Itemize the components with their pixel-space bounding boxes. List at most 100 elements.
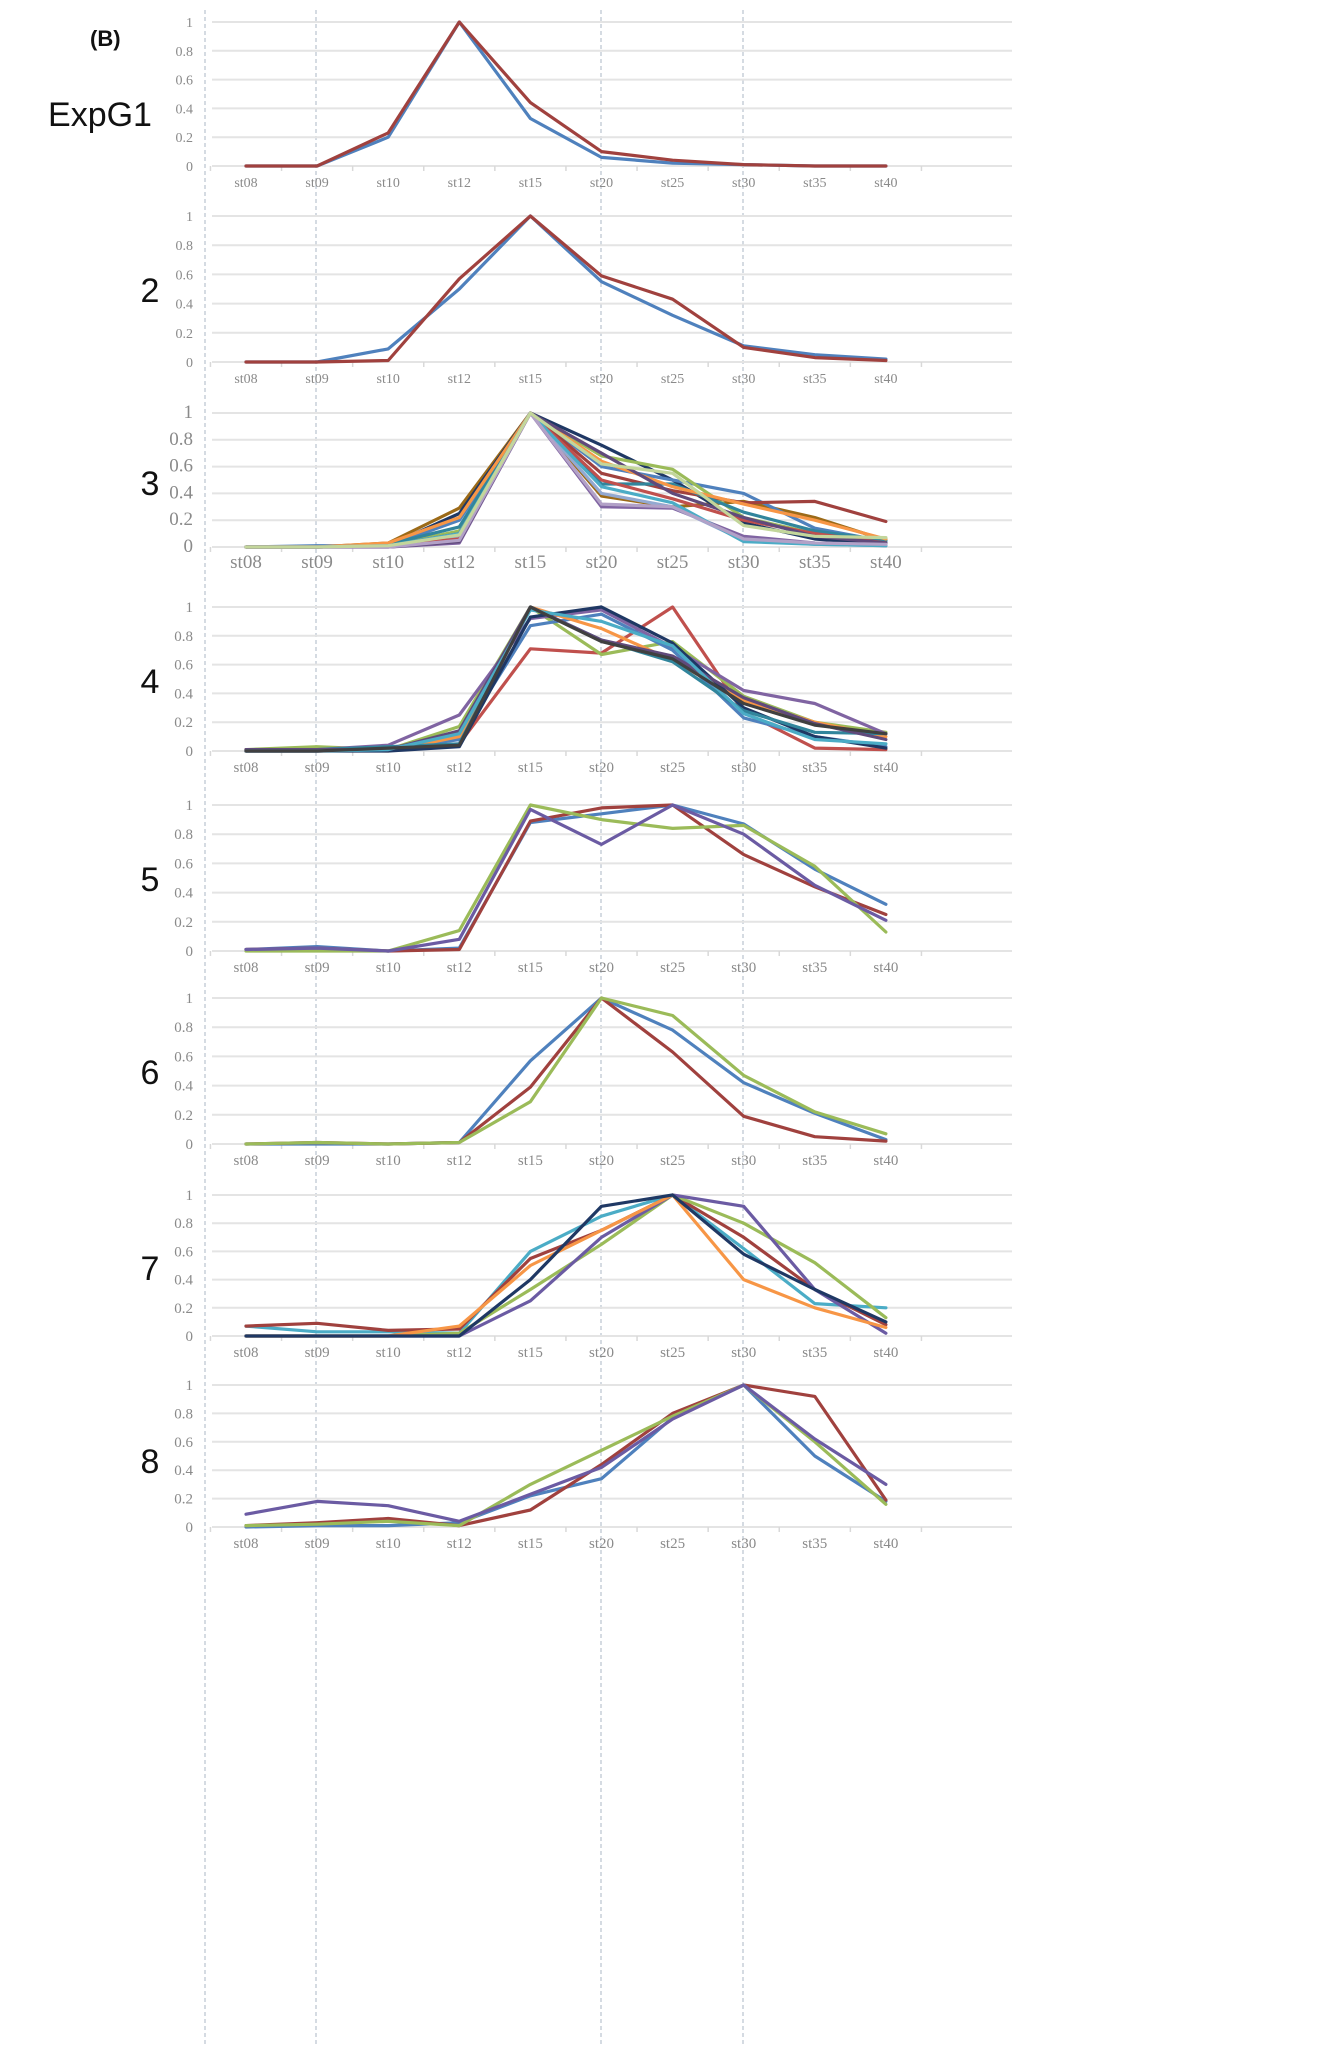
x-tick-label: st20: [589, 1345, 614, 1361]
x-tick-label: st30: [731, 1153, 756, 1169]
x-tick-label: st20: [590, 372, 613, 387]
x-tick-label: st40: [873, 1345, 898, 1361]
panel-title: 2: [141, 272, 160, 310]
x-tick-label: st40: [873, 1153, 898, 1169]
x-tick-label: st10: [377, 372, 400, 387]
panel-7: 7 0 0.2 0.4 0.6 0.8 1 st08 st09 st10 st12 st15 st20 s…: [141, 1188, 1012, 1361]
x-tick-label: st15: [519, 176, 542, 191]
series-line-gene-j: [244, 605, 888, 753]
x-tick-label: st08: [230, 552, 262, 573]
series-line-gene-a: [244, 1193, 888, 1335]
y-tick-label: 0.2: [176, 131, 194, 146]
series-line-gene-a: [244, 20, 888, 168]
y-tick-label: 0.8: [174, 827, 193, 843]
x-tick-label: st35: [799, 552, 831, 573]
panel-title: 8: [141, 1443, 160, 1481]
x-tick-label: st10: [376, 760, 401, 776]
panel-2: 2 0 0.2 0.4 0.6 0.8 1 st08 st09 st10 st12 st15 st20 s…: [141, 210, 1012, 387]
x-tick-label: st08: [233, 1345, 258, 1361]
x-tick-label: st09: [305, 760, 330, 776]
panel-title: ExpG1: [48, 96, 152, 134]
x-tick-label: st15: [519, 372, 542, 387]
x-tick-label: st08: [233, 1153, 258, 1169]
y-tick-label: 1: [186, 600, 194, 616]
y-tick-label: 0.6: [176, 74, 194, 89]
x-tick-label: st40: [873, 760, 898, 776]
y-tick-label: 1: [184, 402, 194, 423]
y-tick-label: 1: [186, 1378, 194, 1394]
x-tick-label: st09: [305, 176, 328, 191]
y-tick-label: 0.2: [174, 1492, 193, 1508]
y-tick-label: 0.6: [174, 658, 193, 674]
y-tick-label: 0: [186, 944, 194, 960]
y-tick-label: 1: [186, 16, 193, 31]
x-tick-label: st15: [518, 1345, 543, 1361]
series-line-gene-c: [244, 1383, 888, 1528]
x-tick-label: st30: [731, 1345, 756, 1361]
panel-1: ExpG1 0 0.2 0.4 0.6 0.8 1 st08 st09 st10 st12 st15 s…: [48, 16, 1012, 191]
series-line-gene-b: [244, 1383, 888, 1528]
y-tick-label: 0.4: [169, 482, 193, 503]
panel-title: 3: [141, 465, 160, 503]
y-tick-label: 0: [186, 744, 194, 760]
series-line-gene-d: [244, 803, 888, 953]
y-tick-label: 0: [186, 160, 193, 175]
x-tick-label: st25: [661, 372, 684, 387]
x-tick-label: st12: [447, 760, 472, 776]
x-tick-label: st30: [731, 760, 756, 776]
y-tick-label: 0.6: [174, 1435, 193, 1451]
x-tick-label: st40: [873, 1536, 898, 1552]
series-line-gene-c: [244, 1193, 888, 1338]
y-tick-label: 1: [186, 1188, 194, 1204]
series-line-gene-b: [244, 996, 888, 1146]
x-tick-label: st35: [802, 1345, 827, 1361]
x-tick-label: st35: [802, 1536, 827, 1552]
x-tick-label: st25: [660, 1345, 685, 1361]
x-tick-label: st09: [301, 552, 333, 573]
x-tick-label: st12: [447, 1536, 472, 1552]
y-tick-label: 1: [186, 991, 194, 1007]
x-tick-label: st09: [305, 1153, 330, 1169]
y-tick-label: 0.4: [174, 1463, 193, 1479]
x-tick-label: st12: [443, 552, 475, 573]
x-tick-label: st12: [447, 1345, 472, 1361]
y-tick-label: 0.6: [174, 856, 193, 872]
y-tick-label: 0.8: [174, 1020, 193, 1036]
series-line-gene-a: [244, 1383, 888, 1529]
x-tick-label: st25: [660, 960, 685, 976]
y-tick-label: 0.4: [176, 298, 194, 313]
y-tick-label: 0: [186, 1520, 194, 1536]
x-tick-label: st15: [518, 1536, 543, 1552]
y-tick-label: 0.2: [174, 715, 193, 731]
x-tick-label: st08: [233, 960, 258, 976]
series-line-gene-b: [244, 20, 888, 168]
x-tick-label: st20: [590, 176, 613, 191]
panel-5: 5 0 0.2 0.4 0.6 0.8 1 st08 st09 st10 st12 st15 st20 s…: [141, 798, 1012, 976]
x-tick-label: st25: [657, 552, 689, 573]
panel-8: 8 0 0.2 0.4 0.6 0.8 1 st08 st09 st10 st12 st15 st20 s…: [141, 1378, 1012, 1552]
y-tick-label: 0.8: [169, 429, 193, 450]
y-tick-label: 0.6: [176, 268, 194, 283]
series-line-gene-a: [244, 996, 888, 1146]
x-tick-label: st30: [728, 552, 760, 573]
panel-title: 7: [141, 1250, 160, 1288]
y-tick-label: 1: [186, 210, 193, 225]
x-tick-label: st10: [376, 960, 401, 976]
y-tick-label: 1: [186, 798, 194, 814]
y-tick-label: 0.4: [174, 1079, 193, 1095]
x-tick-label: st25: [660, 760, 685, 776]
x-tick-label: st12: [448, 176, 471, 191]
y-tick-label: 0.2: [174, 1301, 193, 1317]
x-tick-label: st12: [448, 372, 471, 387]
series-line-gene-b: [244, 214, 888, 364]
x-tick-label: st08: [233, 1536, 258, 1552]
x-tick-label: st40: [870, 552, 902, 573]
y-tick-label: 0: [184, 536, 194, 557]
x-tick-label: st12: [447, 1153, 472, 1169]
y-tick-label: 0.4: [174, 686, 193, 702]
y-tick-label: 0.8: [176, 45, 194, 60]
series-line-gene-f: [244, 1193, 888, 1338]
y-tick-label: 0: [186, 1137, 194, 1153]
y-tick-label: 0.4: [176, 102, 194, 117]
series-line-gene-n: [244, 411, 888, 549]
